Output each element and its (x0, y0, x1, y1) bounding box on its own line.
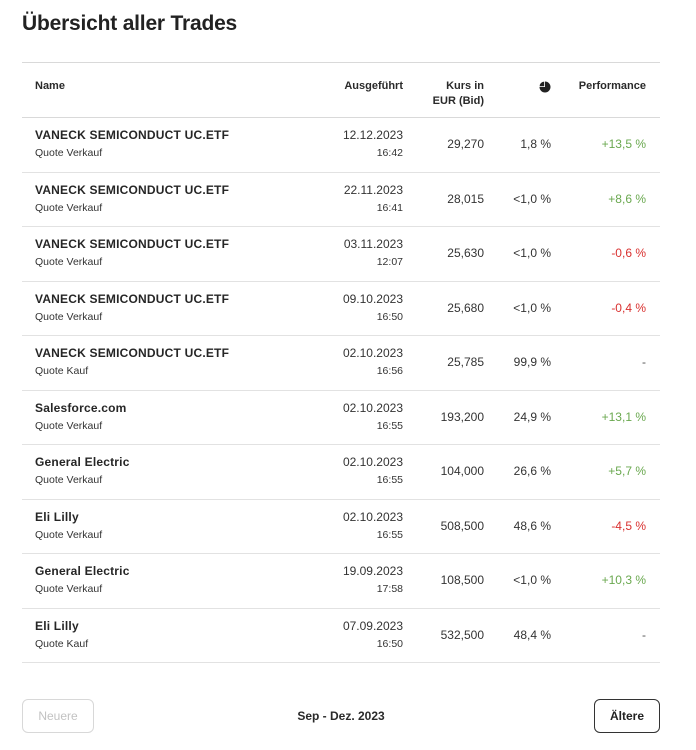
table-row[interactable]: VANECK SEMICONDUCT UC.ETF Quote Verkauf 12… (22, 118, 660, 173)
trade-time: 16:50 (376, 310, 403, 323)
trade-name: Eli Lilly (35, 618, 79, 633)
trade-price: 532,500 (440, 627, 484, 642)
trade-type: Quote Kauf (35, 637, 89, 650)
trade-share: 99,9 % (513, 355, 551, 369)
trade-price: 508,500 (440, 518, 484, 533)
page-title: Übersicht aller Trades (22, 12, 238, 35)
trade-name: Salesforce.com (35, 400, 127, 415)
pie-chart-icon (539, 81, 551, 93)
trades-table: Name Ausgeführt Kurs in EUR (Bid) Perfor… (22, 62, 660, 663)
table-row[interactable]: Eli Lilly Quote Kauf 07.09.2023 16:50 532,50… (22, 609, 660, 663)
trade-performance: - (642, 627, 646, 642)
trade-price: 25,785 (447, 355, 484, 369)
trade-price: 108,500 (440, 573, 484, 587)
trade-time: 16:50 (376, 637, 403, 650)
trade-time: 16:42 (376, 147, 403, 159)
trade-type: Quote Verkauf (35, 310, 103, 323)
trade-date: 02.10.2023 (342, 509, 403, 524)
trade-price: 104,000 (440, 464, 484, 478)
trade-price: 28,015 (447, 191, 484, 206)
trade-date: 03.11.2023 (343, 237, 403, 251)
header-name: Name (35, 80, 65, 92)
trade-date: 22.11.2023 (343, 182, 403, 197)
table-row[interactable]: VANECK SEMICONDUCT UC.ETF Quote Verkauf 03… (22, 227, 660, 282)
trade-time: 16:55 (376, 419, 403, 432)
date-range-label: Sep - Dez. 2023 (297, 709, 385, 723)
header-price-line2: EUR (Bid) (432, 95, 484, 107)
trade-name: General Electric (35, 455, 130, 469)
trade-type: Quote Kauf (35, 365, 89, 377)
trade-name: VANECK SEMICONDUCT UC.ETF (35, 128, 230, 142)
table-row[interactable]: VANECK SEMICONDUCT UC.ETF Quote Verkauf 09… (22, 282, 660, 336)
older-button[interactable]: Ältere (594, 699, 660, 733)
table-row[interactable]: VANECK SEMICONDUCT UC.ETF Quote Verkauf 22… (22, 173, 660, 227)
trade-performance: -0,4 % (611, 300, 646, 315)
table-row[interactable]: Salesforce.com Quote Verkauf 02.10.2023 16:… (22, 391, 660, 445)
table-row[interactable]: VANECK SEMICONDUCT UC.ETF Quote Kauf 02.10… (22, 336, 660, 391)
table-row[interactable]: General Electric Quote Verkauf 19.09.2023 1… (22, 554, 660, 609)
trade-type: Quote Verkauf (35, 583, 103, 595)
table-header: Name Ausgeführt Kurs in EUR (Bid) Perfor… (22, 63, 660, 118)
trade-share: <1,0 % (513, 246, 551, 260)
header-price-line1: Kurs in (446, 80, 484, 92)
trade-time: 16:55 (376, 474, 403, 486)
pagination: Neuere Sep - Dez. 2023 Ältere (22, 699, 660, 733)
trade-name: Eli Lilly (35, 509, 79, 524)
trade-share: 48,6 % (513, 518, 551, 533)
trade-name: General Electric (35, 564, 130, 578)
trade-performance: - (642, 355, 646, 369)
trade-performance: +10,3 % (601, 573, 646, 587)
trade-type: Quote Verkauf (35, 419, 103, 432)
trade-date: 07.09.2023 (342, 618, 403, 633)
trade-share: 48,4 % (513, 627, 551, 642)
trade-name: VANECK SEMICONDUCT UC.ETF (35, 237, 230, 251)
trade-name: VANECK SEMICONDUCT UC.ETF (35, 291, 230, 306)
trade-date: 19.09.2023 (342, 564, 403, 578)
trade-share: <1,0 % (513, 300, 551, 315)
trade-time: 12:07 (376, 256, 403, 268)
trade-price: 25,630 (447, 246, 484, 260)
trade-date: 02.10.2023 (342, 455, 403, 469)
newer-button[interactable]: Neuere (22, 699, 94, 733)
trade-date: 12.12.2023 (342, 128, 403, 142)
trade-name: VANECK SEMICONDUCT UC.ETF (35, 346, 230, 360)
trade-performance: +5,7 % (608, 464, 646, 478)
trade-performance: +13,1 % (601, 409, 646, 424)
trade-performance: +13,5 % (601, 137, 646, 151)
trade-share: <1,0 % (513, 191, 551, 206)
trade-price: 29,270 (447, 137, 484, 151)
trade-name: VANECK SEMICONDUCT UC.ETF (35, 182, 230, 197)
trade-time: 17:58 (376, 583, 403, 595)
trade-type: Quote Verkauf (35, 256, 103, 268)
header-performance: Performance (578, 80, 646, 92)
trade-date: 02.10.2023 (342, 400, 403, 415)
trade-performance: -4,5 % (611, 518, 646, 533)
trade-share: <1,0 % (513, 573, 551, 587)
trade-performance: -0,6 % (611, 246, 646, 260)
header-price: Kurs in EUR (Bid) (433, 79, 484, 109)
trade-type: Quote Verkauf (35, 474, 103, 486)
table-body: VANECK SEMICONDUCT UC.ETF Quote Verkauf 12… (22, 118, 660, 663)
trade-time: 16:41 (376, 201, 403, 214)
header-executed: Ausgeführt (344, 80, 403, 92)
trade-date: 09.10.2023 (342, 291, 403, 306)
trade-time: 16:55 (376, 528, 403, 541)
trade-share: 26,6 % (513, 464, 551, 478)
trade-share: 24,9 % (513, 409, 551, 424)
trade-share: 1,8 % (520, 137, 551, 151)
trade-time: 16:56 (376, 365, 403, 377)
trade-type: Quote Verkauf (35, 528, 103, 541)
trade-price: 25,680 (447, 300, 484, 315)
trade-type: Quote Verkauf (35, 201, 103, 214)
trade-performance: +8,6 % (608, 191, 646, 206)
trade-type: Quote Verkauf (35, 147, 103, 159)
table-row[interactable]: Eli Lilly Quote Verkauf 02.10.2023 16:55 508… (22, 500, 660, 554)
trade-date: 02.10.2023 (342, 346, 403, 360)
table-row[interactable]: General Electric Quote Verkauf 02.10.2023 1… (22, 445, 660, 500)
trade-price: 193,200 (440, 409, 484, 424)
